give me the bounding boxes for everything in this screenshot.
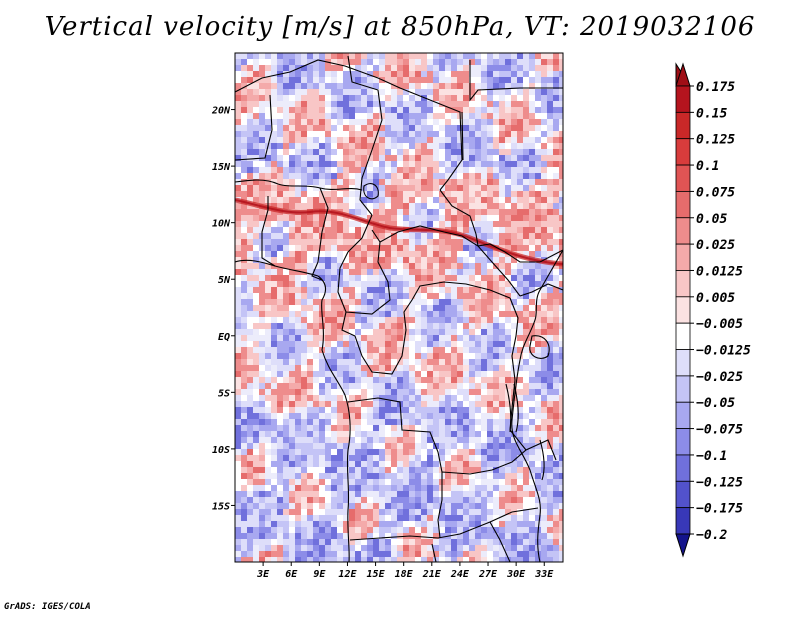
- border-namibia: [349, 507, 539, 541]
- lon-tick-label: 12E: [338, 569, 357, 580]
- lon-tick-label: 3E: [256, 569, 270, 580]
- colorbar-swatch: [675, 428, 691, 456]
- colorbar-label: −0.0125: [696, 344, 751, 359]
- lon-tick-label: 9E: [313, 569, 326, 580]
- lon-tick-label: 27E: [478, 569, 498, 580]
- lon-tick-label: 33E: [534, 569, 554, 580]
- colorbar-swatch: [675, 296, 691, 324]
- colorbar-swatch: [675, 138, 691, 166]
- lat-tick-label: 5N: [218, 275, 231, 286]
- lat-tick-label: 15N: [212, 162, 231, 173]
- lon-tick-label: 15E: [367, 569, 386, 580]
- colorbar-swatch: [675, 243, 691, 271]
- colorbar-swatch: [675, 401, 691, 429]
- colorbar-label: 0.125: [696, 133, 735, 148]
- border-zambia: [441, 439, 557, 475]
- lon-tick-label: 24E: [450, 569, 470, 580]
- border-niger-chad: [347, 55, 383, 216]
- colorbar-label: −0.125: [696, 475, 743, 490]
- lat-tick-label: 20N: [211, 106, 231, 117]
- lon-tick-label: 30E: [506, 569, 526, 580]
- lat-tick-label: 10N: [212, 219, 231, 230]
- colorbar-label: 0.025: [696, 238, 735, 253]
- map-frame: [234, 52, 564, 563]
- colorbar: 0.175 0.15 0.125 0.1 0.075 0.05 0.025 0.0125 0.0…: [675, 62, 751, 558]
- border-car: [379, 225, 521, 297]
- colorbar-label: −0.2: [696, 528, 727, 543]
- lake-chad: [363, 183, 379, 200]
- latitude-axis: 20N 15N 10N 5N EQ 5S 10S 15S: [211, 106, 235, 512]
- border-south-sudan: [477, 243, 563, 297]
- border-botswana: [431, 521, 511, 562]
- grads-credit: GrADS: IGES/COLA: [4, 602, 91, 612]
- colorbar-label: −0.005: [696, 317, 743, 332]
- colorbar-label: 0.175: [696, 80, 735, 95]
- colorbar-label: 0.0125: [696, 264, 743, 279]
- lon-tick-label: 6E: [285, 569, 298, 580]
- colorbar-swatch: [675, 349, 691, 377]
- colorbar-label: −0.075: [696, 423, 743, 438]
- coastline-west-africa: [235, 259, 351, 562]
- colorbar-swatch: [675, 191, 691, 219]
- lake-victoria: [529, 335, 550, 359]
- lake-tanganyika: [505, 383, 519, 433]
- colorbar-swatch: [675, 111, 691, 140]
- lat-tick-label: 10S: [212, 445, 230, 456]
- lon-tick-label: 18E: [395, 569, 414, 580]
- colorbar-label: −0.025: [696, 370, 743, 385]
- colorbar-swatch: [675, 322, 691, 350]
- chart-title: Vertical velocity [m/s] at 850hPa, VT: 2…: [44, 12, 756, 42]
- border-mali: [235, 94, 273, 161]
- border-nigeria: [261, 187, 329, 281]
- colorbar-label: 0.1: [696, 159, 719, 174]
- colorbar-swatch: [675, 375, 691, 403]
- border-sahara-north: [235, 59, 463, 191]
- colorbar-swatch: [675, 85, 691, 113]
- colorbar-label: 0.005: [696, 291, 735, 306]
- longitude-axis: 3E 6E 9E 12E 15E 18E 21E 24E 27E 30E 33E: [256, 562, 554, 580]
- colorbar-label: −0.1: [696, 449, 727, 464]
- colorbar-label: −0.05: [696, 396, 735, 411]
- border-angola: [347, 397, 443, 539]
- colorbar-swatch: [675, 507, 691, 535]
- country-borders: [235, 55, 563, 562]
- colorbar-label: 0.05: [696, 212, 727, 227]
- vertical-velocity-field: [235, 53, 563, 562]
- colorbar-label: −0.175: [696, 502, 743, 517]
- colorbar-swatch: [675, 164, 691, 192]
- colorbar-swatch: [675, 217, 691, 245]
- colorbar-label: 0.15: [696, 106, 727, 121]
- border-sahel-line: [235, 179, 363, 191]
- colorbar-swatch: [675, 270, 691, 298]
- colorbar-swatch: [675, 454, 691, 482]
- colorbar-swatch: [675, 480, 691, 509]
- colorbar-label: 0.075: [696, 185, 735, 200]
- border-sudan: [439, 60, 563, 247]
- lat-tick-label: 15S: [212, 501, 230, 512]
- lat-tick-label: 5S: [218, 388, 230, 399]
- border-cameroon: [337, 214, 391, 315]
- border-congo: [341, 281, 511, 375]
- lon-tick-label: 21E: [422, 569, 442, 580]
- lat-tick-label: EQ: [218, 332, 230, 343]
- colorbar-bottom-arrow: [675, 533, 691, 558]
- lake-malawi: [539, 439, 545, 481]
